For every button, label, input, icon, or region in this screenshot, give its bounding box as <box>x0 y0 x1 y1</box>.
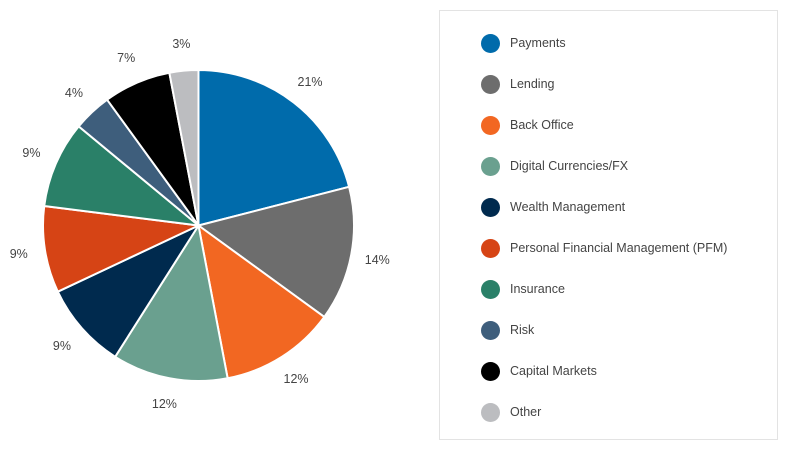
legend-dot-icon <box>481 238 500 258</box>
legend-dot-icon <box>481 361 500 381</box>
legend-item-capital-markets: Capital Markets <box>481 361 597 381</box>
legend-label: Risk <box>510 323 535 337</box>
legend-dot-icon <box>481 115 500 135</box>
chart-legend: Payments Lending Back Office Digital Cur… <box>439 10 778 440</box>
legend-dot-icon <box>481 33 500 53</box>
pie-percent-label: 12% <box>151 397 177 412</box>
pie-slice-lending <box>197 185 355 318</box>
legend-item-risk: Risk <box>481 320 534 340</box>
legend-dot-icon <box>481 402 500 422</box>
legend-label: Other <box>510 405 542 419</box>
legend-label: Insurance <box>510 282 565 296</box>
legend-item-digital-currencies: Digital Currencies/FX <box>481 156 628 176</box>
pie-percent-label: 9% <box>22 146 41 161</box>
legend-item-other: Other <box>481 402 541 422</box>
legend-label: Lending <box>510 77 555 91</box>
pie-percent-label: 12% <box>283 372 309 387</box>
legend-label: Back Office <box>510 118 574 132</box>
legend-label: Personal Financial Management (PFM) <box>510 241 728 255</box>
pie-percent-label: 21% <box>297 74 323 89</box>
legend-item-pfm: Personal Financial Management (PFM) <box>481 238 727 258</box>
legend-label: Payments <box>510 36 566 50</box>
legend-item-wealth-management: Wealth Management <box>481 197 625 217</box>
legend-dot-icon <box>481 74 500 94</box>
pie-slice-back-office <box>197 224 326 380</box>
legend-label: Capital Markets <box>510 364 597 378</box>
pie-percent-label: 14% <box>364 252 390 267</box>
pie-slice-insurance <box>43 125 200 227</box>
legend-label: Digital Currencies/FX <box>510 159 629 173</box>
pie-percent-label: 4% <box>64 85 83 100</box>
pie-percent-label: 9% <box>9 246 28 261</box>
pie-percent-label: 9% <box>52 338 72 353</box>
legend-dot-icon <box>481 156 500 176</box>
legend-item-back-office: Back Office <box>481 115 574 135</box>
legend-item-payments: Payments <box>481 33 566 53</box>
legend-item-lending: Lending <box>481 74 555 94</box>
pie-slice-other <box>168 69 200 227</box>
pie-chart: 21% 14% 12% 12% 9% 9% 9% 4% 7% 3% <box>9 37 390 412</box>
legend-dot-icon <box>481 320 500 340</box>
pie-chart-svg <box>42 69 355 382</box>
pie-percent-label: 7% <box>117 51 136 66</box>
legend-label: Wealth Management <box>510 200 626 214</box>
pie-slice-digital-currencies-fx <box>114 224 229 382</box>
legend-dot-icon <box>481 279 500 299</box>
pie-slice-wealth-management <box>56 224 200 358</box>
legend-dot-icon <box>481 197 500 217</box>
pie-percent-label: 3% <box>172 37 191 52</box>
legend-item-insurance: Insurance <box>481 279 565 299</box>
pie-slice-payments <box>197 69 351 227</box>
pie-slice-personal-financial-management-pfm <box>42 205 200 293</box>
